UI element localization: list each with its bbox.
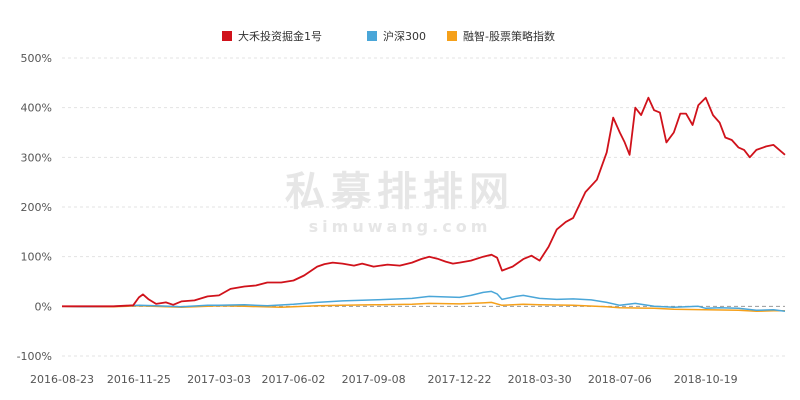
y-tick-label: 500% [21,52,52,65]
legend-label: 沪深300 [383,29,426,43]
x-tick-label: 2017-03-03 [187,373,251,386]
legend[interactable]: 大禾投资掘金1号 沪深300 融智-股票策略指数 [222,29,555,43]
legend-swatch [222,31,232,41]
y-tick-label: 300% [21,151,52,164]
y-tick-label: 400% [21,102,52,115]
x-tick-label: 2018-10-19 [674,373,738,386]
watermark: 私募排排网 simuwang.com [285,169,515,236]
series-line [62,96,786,308]
x-tick-label: 2017-12-22 [428,373,492,386]
y-tick-label: -100% [17,350,52,363]
x-axis-ticks: 2016-08-23 2016-11-25 2017-03-03 2017-06-02… [30,373,738,386]
legend-swatch [447,31,457,41]
legend-item[interactable]: 大禾投资掘金1号 [222,29,322,43]
legend-label: 融智-股票策略指数 [463,29,555,43]
x-tick-label: 2017-06-02 [261,373,325,386]
legend-swatch [367,31,377,41]
legend-item[interactable]: 沪深300 [367,29,426,43]
x-tick-label: 2018-03-30 [508,373,572,386]
series-lines [61,96,786,313]
x-tick-label: 2017-09-08 [342,373,406,386]
watermark-main: 私募排排网 [285,169,515,215]
x-tick-label: 2018-07-06 [588,373,652,386]
y-tick-label: 0% [35,300,52,313]
x-tick-label: 2016-11-25 [107,373,171,386]
y-tick-label: 100% [21,251,52,264]
series-line [61,290,786,313]
legend-label: 大禾投资掘金1号 [238,29,322,43]
legend-item[interactable]: 融智-股票策略指数 [447,29,555,43]
x-tick-label: 2016-08-23 [30,373,94,386]
y-axis-ticks: -100% 0% 100% 200% 300% 400% 500% [17,52,52,363]
y-tick-label: 200% [21,201,52,214]
watermark-sub: simuwang.com [309,217,492,236]
